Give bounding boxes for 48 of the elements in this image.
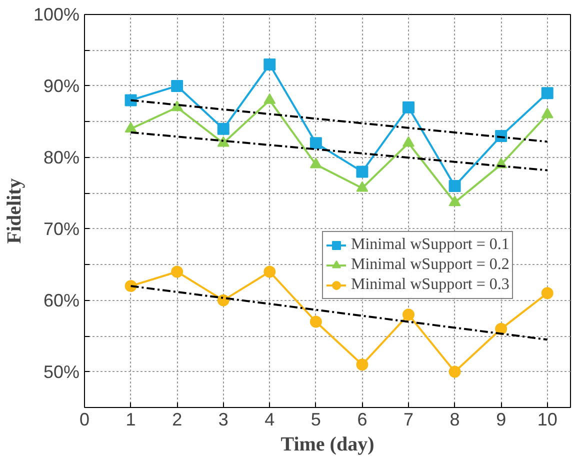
point (541, 87, 554, 100)
point (310, 316, 322, 328)
point (448, 196, 461, 206)
x-tick-label: 2 (172, 410, 182, 430)
point (448, 180, 461, 192)
point (217, 122, 230, 135)
x-tick-label: 5 (310, 410, 321, 430)
point (402, 136, 414, 147)
point (356, 166, 368, 178)
point (171, 80, 184, 92)
point (217, 294, 230, 306)
point (217, 136, 230, 147)
point (402, 101, 414, 114)
y-tick-label: 70% (43, 218, 80, 239)
point (356, 358, 368, 371)
x-axis-title: Time (day) (280, 434, 374, 456)
point (356, 181, 368, 192)
x-tick-label: 3 (218, 410, 228, 430)
point (541, 108, 554, 118)
legend-label: Minimal wSupport = 0.2 (351, 255, 510, 275)
x-tick-label: 0 (79, 410, 90, 430)
point (448, 366, 461, 378)
x-tick-label: 7 (403, 410, 414, 430)
point (124, 94, 137, 106)
point (402, 308, 414, 321)
y-tick-label: 60% (43, 290, 80, 310)
x-tick-label: 1 (126, 410, 136, 430)
point (171, 266, 184, 278)
x-tick-label: 8 (450, 410, 460, 430)
y-tick-label: 50% (43, 362, 80, 382)
point (310, 137, 322, 150)
point (264, 58, 276, 71)
point (541, 287, 554, 300)
y-tick-label: 80% (43, 147, 80, 168)
point (171, 100, 184, 112)
x-tick-label: 4 (264, 410, 275, 430)
y-tick-label: 90% (43, 76, 80, 96)
point (124, 122, 137, 133)
point (264, 266, 276, 278)
legend-label: Minimal wSupport = 0.1 (351, 235, 510, 255)
x-tick-label: 9 (496, 410, 506, 430)
point (264, 93, 276, 104)
x-tick-label: 10 (537, 410, 558, 430)
y-tick-label: 100% (33, 4, 80, 24)
legend-label: Minimal wSupport = 0.3 (351, 275, 510, 295)
point (310, 158, 322, 168)
x-tick-label: 6 (357, 410, 368, 430)
y-axis-title: Fidelity (3, 178, 26, 244)
